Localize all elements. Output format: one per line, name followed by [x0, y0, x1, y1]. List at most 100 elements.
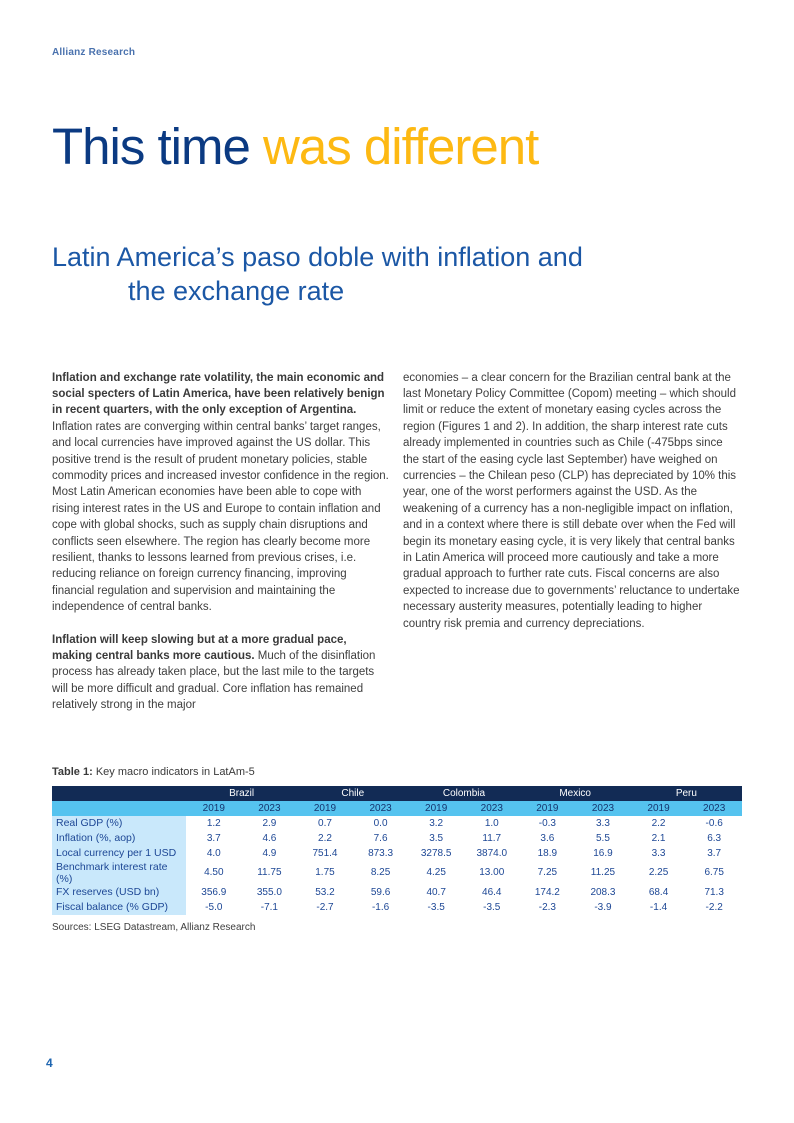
table-cell: -2.3: [519, 899, 576, 915]
table-cell: 4.25: [408, 860, 464, 885]
table-caption: Table 1: Key macro indicators in LatAm-5: [52, 766, 742, 778]
year-header-row: 2019 2023 2019 2023 2019 2023 2019 2023 …: [52, 800, 742, 816]
page-title: This time was different: [52, 120, 742, 174]
table-cell: -7.1: [241, 899, 298, 915]
row-label: Real GDP (%): [52, 815, 186, 831]
table-cell: 4.9: [241, 845, 298, 861]
row-label: FX reserves (USD bn): [52, 884, 186, 900]
table-cell: 71.3: [686, 884, 742, 900]
row-label: Inflation (%, aop): [52, 830, 186, 846]
title-part-gold: was different: [263, 118, 539, 175]
table-cell: 3.5: [408, 830, 464, 846]
table-cell: -3.9: [575, 899, 631, 915]
right-column: economies – a clear concern for the Braz…: [403, 370, 741, 730]
table-cell: 59.6: [352, 884, 409, 900]
year-cell: 2023: [686, 800, 742, 816]
table-cell: -3.5: [408, 899, 464, 915]
body-columns: Inflation and exchange rate volatility, …: [52, 370, 742, 730]
row-label: Fiscal balance (% GDP): [52, 899, 186, 915]
table-cell: 355.0: [241, 884, 298, 900]
country-header-mexico: Mexico: [519, 785, 631, 801]
table-cell: 873.3: [352, 845, 409, 861]
table-cell: 6.3: [686, 830, 742, 846]
year-cell: 2023: [575, 800, 631, 816]
table-cell: 174.2: [519, 884, 576, 900]
country-header-chile: Chile: [297, 785, 409, 801]
table-cell: 2.2: [630, 815, 687, 831]
table-cell: -0.3: [519, 815, 576, 831]
year-cell: 2023: [241, 800, 298, 816]
left-column: Inflation and exchange rate volatility, …: [52, 370, 390, 730]
year-cell: 2019: [630, 800, 687, 816]
corner-cell: [52, 785, 186, 801]
table-row: Benchmark interest rate (%) 4.50 11.75 1…: [52, 860, 742, 885]
paragraph-1-lead: Inflation and exchange rate volatility, …: [52, 371, 385, 417]
table-cell: -2.7: [297, 899, 353, 915]
paragraph-3: economies – a clear concern for the Braz…: [403, 370, 741, 633]
table-cell: 11.75: [241, 860, 298, 885]
table-caption-text: Key macro indicators in LatAm-5: [92, 765, 255, 778]
table-row: Local currency per 1 USD 4.0 4.9 751.4 8…: [52, 845, 742, 861]
macro-table: Brazil Chile Colombia Mexico Peru 2019 2…: [52, 785, 742, 915]
table-cell: 208.3: [575, 884, 631, 900]
table-cell: 1.2: [186, 815, 242, 831]
country-header-row: Brazil Chile Colombia Mexico Peru: [52, 785, 742, 801]
table-cell: 68.4: [630, 884, 687, 900]
table-cell: 0.0: [352, 815, 409, 831]
title-part-blue: This time: [52, 118, 264, 175]
paragraph-2: Inflation will keep slowing but at a mor…: [52, 632, 390, 714]
brand-header: Allianz Research: [52, 47, 136, 58]
table-row: Inflation (%, aop) 3.7 4.6 2.2 7.6 3.5 1…: [52, 830, 742, 846]
table-cell: 11.7: [463, 830, 520, 846]
paragraph-2-body: Much of the disinflation process has alr…: [52, 650, 376, 712]
table-cell: 3.7: [686, 845, 742, 861]
year-cell: 2019: [297, 800, 353, 816]
table-sources: Sources: LSEG Datastream, Allianz Resear…: [52, 921, 256, 933]
table-cell: 3278.5: [408, 845, 464, 861]
year-cell: 2019: [408, 800, 464, 816]
subtitle: Latin America’s paso doble with inflatio…: [52, 240, 742, 308]
table-cell: 13.00: [463, 860, 520, 885]
paragraph-1-body: Inflation rates are converging within ce…: [52, 420, 389, 614]
country-header-peru: Peru: [630, 785, 742, 801]
table-cell: 1.0: [463, 815, 520, 831]
table-cell: -3.5: [463, 899, 520, 915]
row-label: Local currency per 1 USD: [52, 845, 186, 861]
table-cell: 46.4: [463, 884, 520, 900]
year-cell: 2019: [519, 800, 576, 816]
table-cell: 4.50: [186, 860, 242, 885]
table-row: FX reserves (USD bn) 356.9 355.0 53.2 59…: [52, 884, 742, 900]
paragraph-1: Inflation and exchange rate volatility, …: [52, 370, 390, 616]
table-cell: 11.25: [575, 860, 631, 885]
table-row: Real GDP (%) 1.2 2.9 0.7 0.0 3.2 1.0 -0.…: [52, 815, 742, 831]
table-cell: 0.7: [297, 815, 353, 831]
table-cell: 1.75: [297, 860, 353, 885]
table-cell: 4.6: [241, 830, 298, 846]
table-cell: 53.2: [297, 884, 353, 900]
table-row: Fiscal balance (% GDP) -5.0 -7.1 -2.7 -1…: [52, 899, 742, 915]
table-cell: 2.1: [630, 830, 687, 846]
year-cell: 2019: [186, 800, 242, 816]
table-cell: 8.25: [352, 860, 409, 885]
table-cell: -1.4: [630, 899, 687, 915]
table-cell: -5.0: [186, 899, 242, 915]
table-cell: 4.0: [186, 845, 242, 861]
paragraph-2-lead: Inflation will keep slowing but at a mor…: [52, 633, 347, 663]
table-caption-label: Table 1:: [52, 765, 93, 778]
table-cell: -0.6: [686, 815, 742, 831]
table-cell: 2.2: [297, 830, 353, 846]
year-corner-cell: [52, 800, 186, 816]
table-cell: 2.25: [630, 860, 687, 885]
year-cell: 2023: [352, 800, 409, 816]
paragraph-3-body: economies – a clear concern for the Braz…: [403, 371, 740, 630]
table-cell: 7.6: [352, 830, 409, 846]
table-cell: 3.3: [575, 815, 631, 831]
page-number: 4: [46, 1056, 53, 1070]
table-cell: 3.7: [186, 830, 242, 846]
table-cell: 6.75: [686, 860, 742, 885]
table-cell: 3.2: [408, 815, 464, 831]
table-cell: -2.2: [686, 899, 742, 915]
table-cell: 40.7: [408, 884, 464, 900]
table-cell: 3.6: [519, 830, 576, 846]
